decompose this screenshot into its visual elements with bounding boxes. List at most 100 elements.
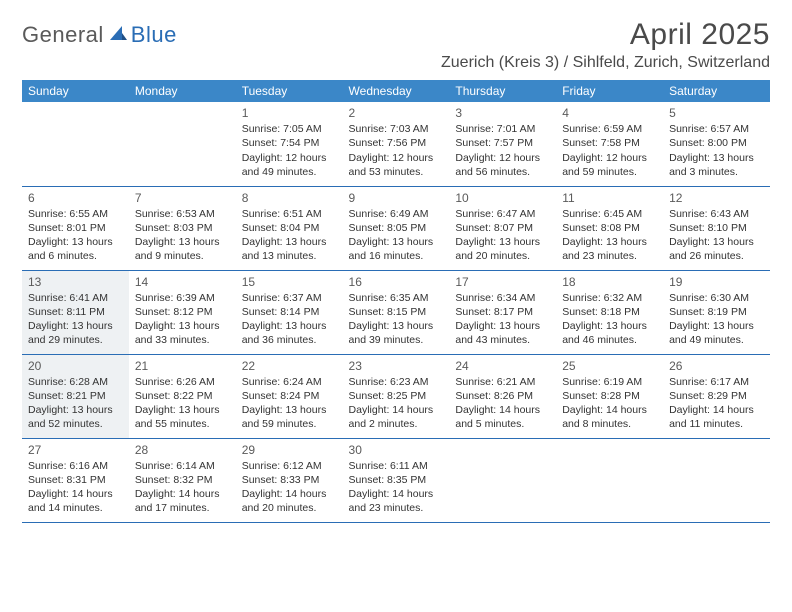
- location-text: Zuerich (Kreis 3) / Sihlfeld, Zurich, Sw…: [441, 54, 770, 72]
- day-cell: 19Sunrise: 6:30 AMSunset: 8:19 PMDayligh…: [663, 270, 770, 354]
- sunrise-text: Sunrise: 6:41 AM: [28, 291, 123, 305]
- day-cell: 30Sunrise: 6:11 AMSunset: 8:35 PMDayligh…: [343, 438, 450, 522]
- week-row: 27Sunrise: 6:16 AMSunset: 8:31 PMDayligh…: [22, 438, 770, 522]
- sunrise-text: Sunrise: 6:53 AM: [135, 207, 230, 221]
- sunset-text: Sunset: 7:56 PM: [349, 136, 444, 150]
- day-number: 25: [562, 358, 657, 374]
- day-number: 4: [562, 105, 657, 121]
- sunset-text: Sunset: 8:05 PM: [349, 221, 444, 235]
- brand-sail-icon: [108, 24, 128, 47]
- day-number: 10: [455, 190, 550, 206]
- day-cell: 9Sunrise: 6:49 AMSunset: 8:05 PMDaylight…: [343, 186, 450, 270]
- day-cell: 24Sunrise: 6:21 AMSunset: 8:26 PMDayligh…: [449, 354, 556, 438]
- daylight-text: Daylight: 13 hours and 49 minutes.: [669, 319, 764, 347]
- daylight-text: Daylight: 14 hours and 8 minutes.: [562, 403, 657, 431]
- day-number: 29: [242, 442, 337, 458]
- day-number: 18: [562, 274, 657, 290]
- daylight-text: Daylight: 13 hours and 6 minutes.: [28, 235, 123, 263]
- day-number: 5: [669, 105, 764, 121]
- empty-cell: [449, 438, 556, 522]
- day-cell: 23Sunrise: 6:23 AMSunset: 8:25 PMDayligh…: [343, 354, 450, 438]
- day-cell: 25Sunrise: 6:19 AMSunset: 8:28 PMDayligh…: [556, 354, 663, 438]
- daylight-text: Daylight: 12 hours and 49 minutes.: [242, 151, 337, 179]
- sunrise-text: Sunrise: 6:17 AM: [669, 375, 764, 389]
- daylight-text: Daylight: 13 hours and 16 minutes.: [349, 235, 444, 263]
- day-number: 26: [669, 358, 764, 374]
- day-cell: 13Sunrise: 6:41 AMSunset: 8:11 PMDayligh…: [22, 270, 129, 354]
- day-number: 11: [562, 190, 657, 206]
- sunrise-text: Sunrise: 6:19 AM: [562, 375, 657, 389]
- day-cell: 8Sunrise: 6:51 AMSunset: 8:04 PMDaylight…: [236, 186, 343, 270]
- sunset-text: Sunset: 7:54 PM: [242, 136, 337, 150]
- sunrise-text: Sunrise: 6:24 AM: [242, 375, 337, 389]
- header-row: General Blue April 2025 Zuerich (Kreis 3…: [22, 18, 770, 72]
- daylight-text: Daylight: 13 hours and 9 minutes.: [135, 235, 230, 263]
- sunset-text: Sunset: 8:03 PM: [135, 221, 230, 235]
- empty-cell: [663, 438, 770, 522]
- day-number: 15: [242, 274, 337, 290]
- brand-name-part1: General: [22, 22, 104, 48]
- brand-name-part2: Blue: [131, 22, 177, 48]
- day-cell: 21Sunrise: 6:26 AMSunset: 8:22 PMDayligh…: [129, 354, 236, 438]
- sunset-text: Sunset: 8:35 PM: [349, 473, 444, 487]
- sunrise-text: Sunrise: 6:57 AM: [669, 122, 764, 136]
- week-row: 20Sunrise: 6:28 AMSunset: 8:21 PMDayligh…: [22, 354, 770, 438]
- day-cell: 22Sunrise: 6:24 AMSunset: 8:24 PMDayligh…: [236, 354, 343, 438]
- sunset-text: Sunset: 8:32 PM: [135, 473, 230, 487]
- sunset-text: Sunset: 8:21 PM: [28, 389, 123, 403]
- sunrise-text: Sunrise: 7:03 AM: [349, 122, 444, 136]
- day-number: 7: [135, 190, 230, 206]
- daylight-text: Daylight: 13 hours and 33 minutes.: [135, 319, 230, 347]
- day-number: 12: [669, 190, 764, 206]
- day-cell: 11Sunrise: 6:45 AMSunset: 8:08 PMDayligh…: [556, 186, 663, 270]
- day-number: 13: [28, 274, 123, 290]
- sunrise-text: Sunrise: 6:32 AM: [562, 291, 657, 305]
- sunrise-text: Sunrise: 6:49 AM: [349, 207, 444, 221]
- daylight-text: Daylight: 12 hours and 59 minutes.: [562, 151, 657, 179]
- daylight-text: Daylight: 13 hours and 23 minutes.: [562, 235, 657, 263]
- daylight-text: Daylight: 13 hours and 52 minutes.: [28, 403, 123, 431]
- sunset-text: Sunset: 8:07 PM: [455, 221, 550, 235]
- sunset-text: Sunset: 8:15 PM: [349, 305, 444, 319]
- day-header: Friday: [556, 80, 663, 102]
- daylight-text: Daylight: 13 hours and 46 minutes.: [562, 319, 657, 347]
- calendar-body: 1Sunrise: 7:05 AMSunset: 7:54 PMDaylight…: [22, 102, 770, 522]
- day-header: Thursday: [449, 80, 556, 102]
- sunrise-text: Sunrise: 6:59 AM: [562, 122, 657, 136]
- empty-cell: [129, 102, 236, 186]
- day-number: 14: [135, 274, 230, 290]
- sunrise-text: Sunrise: 7:05 AM: [242, 122, 337, 136]
- sunset-text: Sunset: 8:00 PM: [669, 136, 764, 150]
- day-number: 28: [135, 442, 230, 458]
- day-cell: 29Sunrise: 6:12 AMSunset: 8:33 PMDayligh…: [236, 438, 343, 522]
- sunset-text: Sunset: 7:58 PM: [562, 136, 657, 150]
- daylight-text: Daylight: 13 hours and 29 minutes.: [28, 319, 123, 347]
- daylight-text: Daylight: 13 hours and 55 minutes.: [135, 403, 230, 431]
- day-cell: 18Sunrise: 6:32 AMSunset: 8:18 PMDayligh…: [556, 270, 663, 354]
- sunset-text: Sunset: 8:17 PM: [455, 305, 550, 319]
- sunset-text: Sunset: 8:18 PM: [562, 305, 657, 319]
- sunrise-text: Sunrise: 6:45 AM: [562, 207, 657, 221]
- sunset-text: Sunset: 8:26 PM: [455, 389, 550, 403]
- sunrise-text: Sunrise: 6:30 AM: [669, 291, 764, 305]
- day-number: 6: [28, 190, 123, 206]
- day-cell: 6Sunrise: 6:55 AMSunset: 8:01 PMDaylight…: [22, 186, 129, 270]
- sunset-text: Sunset: 8:12 PM: [135, 305, 230, 319]
- month-title: April 2025: [441, 18, 770, 52]
- day-header: Saturday: [663, 80, 770, 102]
- day-number: 30: [349, 442, 444, 458]
- day-number: 17: [455, 274, 550, 290]
- day-number: 21: [135, 358, 230, 374]
- day-header: Wednesday: [343, 80, 450, 102]
- day-number: 1: [242, 105, 337, 121]
- day-cell: 5Sunrise: 6:57 AMSunset: 8:00 PMDaylight…: [663, 102, 770, 186]
- sunrise-text: Sunrise: 6:14 AM: [135, 459, 230, 473]
- sunset-text: Sunset: 8:31 PM: [28, 473, 123, 487]
- daylight-text: Daylight: 14 hours and 2 minutes.: [349, 403, 444, 431]
- daylight-text: Daylight: 14 hours and 23 minutes.: [349, 487, 444, 515]
- day-number: 20: [28, 358, 123, 374]
- day-cell: 27Sunrise: 6:16 AMSunset: 8:31 PMDayligh…: [22, 438, 129, 522]
- sunset-text: Sunset: 8:08 PM: [562, 221, 657, 235]
- day-cell: 4Sunrise: 6:59 AMSunset: 7:58 PMDaylight…: [556, 102, 663, 186]
- sunrise-text: Sunrise: 6:34 AM: [455, 291, 550, 305]
